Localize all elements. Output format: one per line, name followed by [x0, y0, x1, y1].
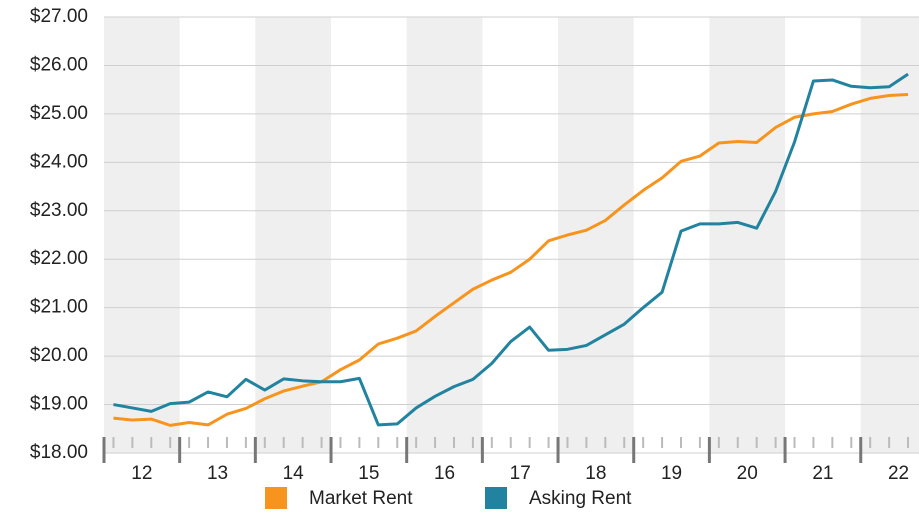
- y-tick-label: $25.00: [30, 103, 88, 124]
- year-band: [709, 17, 786, 453]
- year-band: [406, 17, 483, 453]
- x-tick-label: 20: [737, 463, 758, 484]
- y-tick-label: $23.00: [30, 200, 88, 221]
- x-tick-label: 18: [585, 463, 606, 484]
- y-tick-label: $19.00: [30, 394, 88, 415]
- y-tick-label: $24.00: [30, 151, 88, 172]
- y-tick-label: $18.00: [30, 442, 88, 463]
- series-line: [113, 93, 909, 427]
- y-tick-label: $27.00: [30, 6, 88, 27]
- x-tick-label: 13: [207, 463, 228, 484]
- y-tick-label: $21.00: [30, 297, 88, 318]
- legend-swatch: [265, 487, 287, 509]
- x-tick-label: 22: [888, 463, 909, 484]
- year-band: [104, 17, 180, 453]
- x-tick-label: 12: [131, 463, 152, 484]
- y-tick-label: $22.00: [30, 248, 88, 269]
- x-tick-label: 16: [434, 463, 455, 484]
- legend-label: Market Rent: [309, 488, 413, 509]
- x-tick-label: 19: [661, 463, 682, 484]
- legend-label: Asking Rent: [529, 488, 632, 509]
- x-tick-label: 21: [812, 463, 833, 484]
- legend-swatch: [485, 487, 507, 509]
- year-band: [860, 17, 919, 453]
- y-tick-label: $20.00: [30, 345, 88, 366]
- x-tick-label: 15: [358, 463, 379, 484]
- y-tick-label: $26.00: [30, 54, 88, 75]
- x-tick-label: 14: [283, 463, 305, 484]
- x-tick-label: 17: [510, 463, 531, 484]
- series-line: [113, 72, 909, 427]
